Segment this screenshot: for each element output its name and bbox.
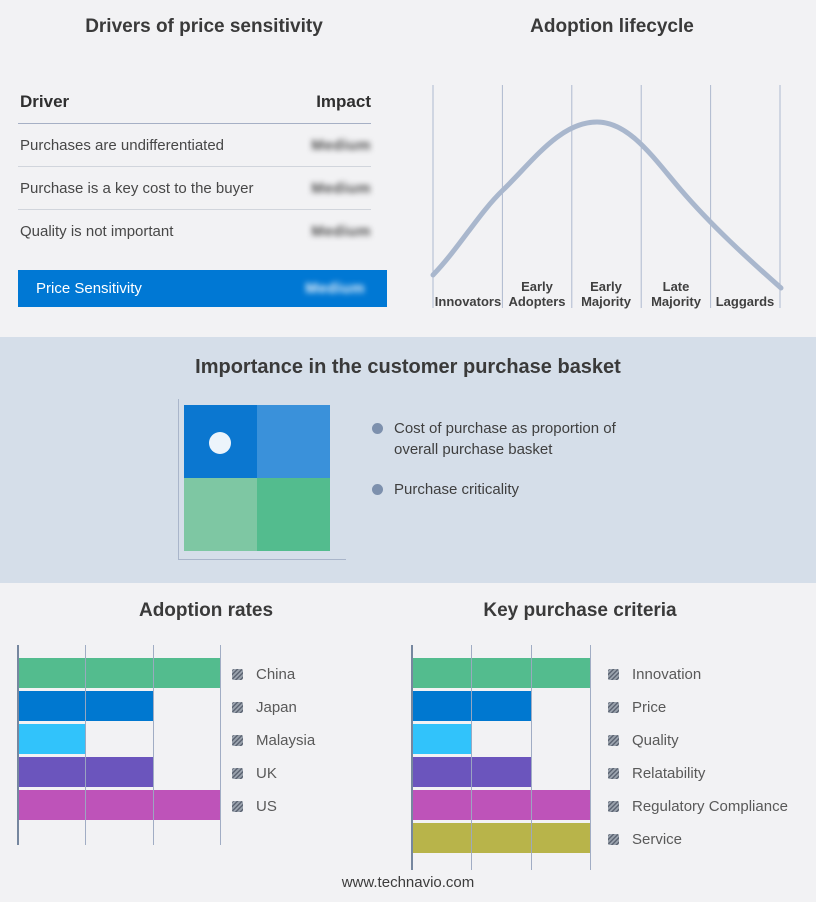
price-sensitivity-label: Price Sensitivity	[36, 280, 142, 297]
chart-gridline	[220, 645, 221, 845]
bar-regulatory-compliance	[413, 790, 590, 820]
legend-label: Quality	[632, 732, 679, 749]
chart-axis	[17, 645, 19, 845]
purchase-basket-band: Importance in the customer purchase bask…	[0, 337, 816, 583]
list-item: Cost of purchase as proportion of overal…	[372, 418, 644, 460]
driver-cell: Quality is not important	[20, 222, 174, 240]
purchase-basket-quadrant	[184, 405, 330, 551]
hatched-swatch-icon	[232, 768, 243, 779]
drivers-table: Driver Impact Purchases are undifferenti…	[18, 90, 371, 252]
stage-label-late-majority: Late Majority	[651, 279, 701, 309]
stage-label-laggards: Laggards	[715, 294, 775, 309]
impact-cell-obscured: Medium	[311, 136, 371, 154]
legend-item-relatability: Relatability	[608, 757, 788, 790]
impact-cell-obscured: Medium	[311, 222, 371, 240]
chart-gridline	[590, 645, 591, 870]
adoption-rates-legend: China Japan Malaysia UK US	[232, 658, 315, 823]
quadrant-top-right	[257, 405, 330, 478]
position-marker-dot	[209, 432, 231, 454]
legend-item-innovation: Innovation	[608, 658, 788, 691]
website-url: www.technavio.com	[341, 874, 475, 891]
bullet-text: Cost of purchase as proportion of overal…	[394, 420, 616, 458]
chart-gridline	[85, 645, 87, 845]
price-sensitivity-summary-row: Price Sensitivity Medium	[18, 270, 387, 307]
table-row: Purchases are undifferentiated Medium	[18, 124, 371, 167]
legend-label: Malaysia	[256, 732, 316, 749]
table-row: Quality is not important Medium	[18, 210, 371, 252]
driver-cell: Purchases are undifferentiated	[20, 136, 225, 154]
legend-label: Price	[632, 699, 667, 716]
legend-label: US	[256, 798, 277, 815]
list-item: Purchase criticality	[372, 479, 644, 500]
legend-item-price: Price	[608, 691, 788, 724]
driver-cell: Purchase is a key cost to the buyer	[20, 179, 254, 197]
quadrant-y-axis	[178, 399, 179, 560]
legend-label: Japan	[256, 699, 297, 716]
bar-service	[413, 823, 590, 853]
stage-label-early-adopters: Early Adopters	[508, 279, 566, 309]
bullet-icon	[372, 484, 383, 495]
drivers-section-title: Drivers of price sensitivity	[85, 16, 323, 37]
hatched-swatch-icon	[608, 801, 619, 812]
legend-item-china: China	[232, 658, 315, 691]
column-header-impact: Impact	[316, 92, 371, 111]
stage-label-innovators: Innovators	[434, 294, 502, 309]
adoption-rates-chart	[17, 645, 221, 845]
impact-cell-obscured: Medium	[305, 280, 365, 297]
hatched-swatch-icon	[232, 669, 243, 680]
bar-malaysia	[19, 724, 86, 754]
legend-item-us: US	[232, 790, 315, 823]
table-header: Driver Impact	[18, 90, 371, 124]
legend-item-service: Service	[608, 823, 788, 856]
legend-item-quality: Quality	[608, 724, 788, 757]
stage-label-early-majority: Early Majority	[581, 279, 631, 309]
key-purchase-criteria-title: Key purchase criteria	[483, 600, 677, 621]
chart-gridline	[471, 645, 473, 870]
chart-gridline	[152, 645, 154, 845]
basket-section-title: Importance in the customer purchase bask…	[195, 356, 621, 378]
hatched-swatch-icon	[608, 735, 619, 746]
quadrant-bottom-right	[257, 478, 330, 551]
hatched-swatch-icon	[608, 702, 619, 713]
bar-us	[19, 790, 220, 820]
bar-china	[19, 658, 220, 688]
hatched-swatch-icon	[608, 669, 619, 680]
hatched-swatch-icon	[608, 768, 619, 779]
impact-cell-obscured: Medium	[311, 179, 371, 197]
adoption-rates-title: Adoption rates	[138, 600, 274, 621]
bell-curve	[430, 119, 784, 291]
quadrant-x-axis	[178, 559, 346, 560]
column-header-driver: Driver	[20, 92, 70, 111]
chart-gridline	[530, 645, 532, 870]
legend-label: Service	[632, 831, 683, 848]
basket-bullet-list: Cost of purchase as proportion of overal…	[372, 418, 644, 519]
bar-quality	[413, 724, 472, 754]
hatched-swatch-icon	[232, 801, 243, 812]
legend-item-uk: UK	[232, 757, 315, 790]
legend-label: Innovation	[632, 666, 702, 683]
bullet-text: Purchase criticality	[394, 481, 520, 498]
legend-label: China	[256, 666, 296, 683]
hatched-swatch-icon	[232, 735, 243, 746]
chart-axis	[411, 645, 413, 870]
legend-label: Relatability	[632, 765, 706, 782]
key-purchase-criteria-legend: Innovation Price Quality Relatability Regula…	[608, 658, 788, 856]
adoption-lifecycle-chart: Innovators Early Adopters Early Majority…	[425, 82, 790, 312]
hatched-swatch-icon	[608, 834, 619, 845]
quadrant-bottom-left	[184, 478, 257, 551]
key-purchase-criteria-chart	[411, 645, 591, 870]
legend-label: UK	[256, 765, 277, 782]
bottom-charts-section: Adoption rates Key purchase criteria Chi…	[0, 583, 816, 902]
table-row: Purchase is a key cost to the buyer Medi…	[18, 167, 371, 210]
bullet-icon	[372, 423, 383, 434]
legend-item-malaysia: Malaysia	[232, 724, 315, 757]
bar-innovation	[413, 658, 590, 688]
legend-item-regulatory-compliance: Regulatory Compliance	[608, 790, 788, 823]
legend-label: Regulatory Compliance	[632, 798, 788, 815]
legend-item-japan: Japan	[232, 691, 315, 724]
lifecycle-section-title: Adoption lifecycle	[530, 16, 694, 37]
hatched-swatch-icon	[232, 702, 243, 713]
lifecycle-curve-canvas	[430, 85, 784, 308]
